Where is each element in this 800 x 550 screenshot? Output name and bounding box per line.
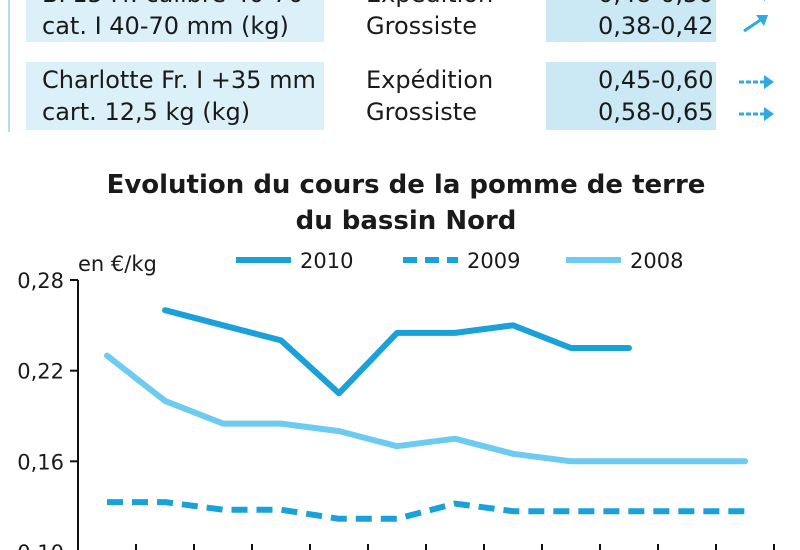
price-cell: 0,48-0,50 0,38-0,42 (546, 0, 716, 42)
plot-area (104, 307, 748, 522)
axes: 0,10 0,16 0,22 0,28 (17, 269, 775, 550)
price-table: BF15 Fr. calibre 40-70 cat. I 40-70 mm (… (0, 0, 800, 150)
table-row: Charlotte Fr. I +35 mm cart. 12,5 kg (kg… (26, 62, 792, 130)
product-cell: Charlotte Fr. I +35 mm cart. 12,5 kg (kg… (26, 62, 318, 130)
chart-title-line: du bassin Nord (296, 206, 517, 236)
stage-label: Grossiste (366, 12, 477, 40)
y-tick-label: 0,22 (17, 360, 64, 384)
product-line: BF15 Fr. calibre 40-70 (42, 0, 318, 10)
y-axis-label: en €/kg (78, 252, 157, 276)
arrow-right-icon (739, 107, 774, 121)
legend-label-2010: 2010 (300, 249, 353, 273)
price-range: 0,45-0,60 (598, 66, 714, 94)
stage-label: Expédition (366, 66, 494, 94)
arrow-up-right-icon (743, 15, 768, 33)
y-tick-label: 0,28 (17, 269, 64, 293)
legend-label-2008: 2008 (630, 249, 683, 273)
stage-label: Expédition (366, 0, 566, 10)
table-row: BF15 Fr. calibre 40-70 cat. I 40-70 mm (… (26, 0, 792, 42)
y-tick-label: 0,16 (17, 450, 64, 474)
legend-label-2009: 2009 (467, 249, 520, 273)
stage-cell: Expédition Grossiste (324, 0, 566, 42)
series-line-2009 (107, 499, 745, 522)
stage-label: Grossiste (366, 98, 477, 126)
price-range: 0,58-0,65 (598, 98, 714, 126)
series-line-2008 (104, 352, 748, 465)
chart-panel (8, 156, 792, 550)
price-cell: 0,45-0,60 0,58-0,65 (546, 62, 716, 130)
arrow-right-icon (764, 0, 766, 1)
product-line: Charlotte Fr. I +35 mm (42, 66, 316, 94)
product-line: cat. I 40-70 mm (kg) (42, 12, 289, 40)
product-cell: BF15 Fr. calibre 40-70 cat. I 40-70 mm (… (26, 0, 318, 42)
arrow-right-icon (739, 75, 774, 89)
series-line-2010 (162, 307, 632, 397)
chart-title-line: Evolution du cours de la pomme de terre (107, 170, 706, 200)
trend-cell (716, 0, 792, 42)
table-left-border (8, 0, 10, 132)
y-tick-label: 0,10 (17, 541, 64, 550)
price-range: 0,38-0,42 (598, 12, 714, 40)
stage-cell: Expédition Grossiste (324, 62, 566, 130)
trend-cell (716, 62, 792, 130)
product-line: cart. 12,5 kg (kg) (42, 98, 251, 126)
price-range: 0,48-0,50 (598, 0, 716, 10)
legend: 2010 2009 2008 (236, 249, 683, 273)
